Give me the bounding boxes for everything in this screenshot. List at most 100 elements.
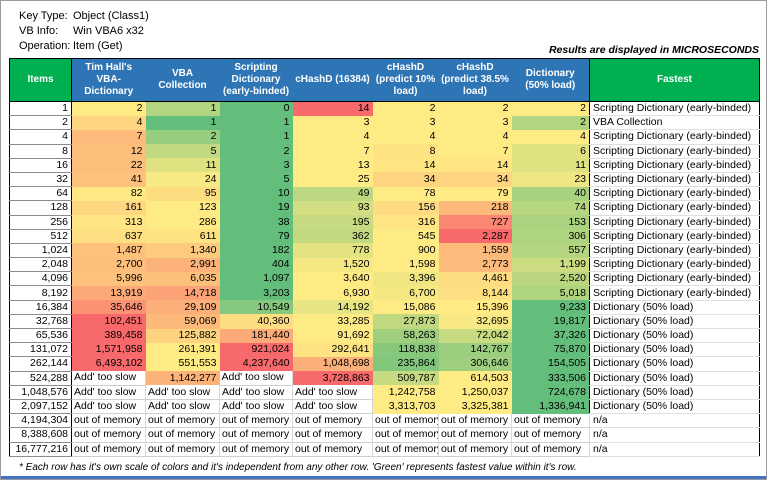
value-cell-dictionary-50-load[interactable]: 9,233 (511, 300, 590, 315)
value-cell-chashd-predict-38-5-load[interactable]: 32,695 (438, 314, 512, 329)
fastest-cell[interactable]: Dictionary (50% load) (589, 399, 760, 415)
value-cell-vba-collection[interactable]: 5 (145, 144, 220, 159)
items-cell[interactable]: 2 (9, 115, 72, 131)
value-cell-scripting-dictionary-early-binded[interactable]: Add' too slow (219, 385, 293, 400)
value-cell-chashd-16384[interactable]: 3,728,863 (292, 371, 373, 386)
value-cell-vba-collection[interactable]: 1,142,277 (145, 371, 220, 386)
value-cell-scripting-dictionary-early-binded[interactable]: 181,440 (219, 328, 293, 343)
value-cell-vba-collection[interactable]: 261,391 (145, 342, 220, 357)
items-cell[interactable]: 512 (9, 229, 72, 244)
value-cell-chashd-predict-10-load[interactable]: out of memory (372, 442, 439, 457)
value-cell-chashd-predict-10-load[interactable]: 545 (372, 229, 439, 244)
value-cell-dictionary-50-load[interactable]: 40 (511, 186, 590, 201)
value-cell-scripting-dictionary-early-binded[interactable]: 10 (219, 186, 293, 201)
fastest-cell[interactable]: VBA Collection (589, 115, 760, 131)
items-cell[interactable]: 256 (9, 215, 72, 230)
value-cell-chashd-predict-38-5-load[interactable]: 2 (438, 101, 512, 116)
value-cell-vba-collection[interactable]: 2 (145, 129, 220, 145)
value-cell-tim-hall-vba-dictionary[interactable]: 5,996 (71, 271, 146, 286)
value-cell-dictionary-50-load[interactable]: 153 (511, 215, 590, 230)
value-cell-vba-collection[interactable]: 1 (145, 101, 220, 116)
value-cell-chashd-predict-10-load[interactable]: 316 (372, 215, 439, 230)
value-cell-dictionary-50-load[interactable]: 6 (511, 144, 590, 159)
value-cell-tim-hall-vba-dictionary[interactable]: 22 (71, 158, 146, 173)
value-cell-chashd-predict-38-5-load[interactable]: out of memory (438, 427, 512, 443)
fastest-cell[interactable]: Scripting Dictionary (early-binded) (589, 285, 760, 301)
value-cell-chashd-predict-38-5-load[interactable]: 1,559 (438, 243, 512, 258)
value-cell-chashd-16384[interactable]: Add' too slow (292, 399, 373, 415)
value-cell-dictionary-50-load[interactable]: 154,505 (511, 356, 590, 372)
value-cell-dictionary-50-load[interactable]: 19,817 (511, 314, 590, 329)
value-cell-scripting-dictionary-early-binded[interactable]: Add' too slow (219, 399, 293, 415)
value-cell-chashd-16384[interactable]: out of memory (292, 413, 373, 429)
items-cell[interactable]: 128 (9, 200, 72, 216)
value-cell-tim-hall-vba-dictionary[interactable]: out of memory (71, 427, 146, 443)
fastest-cell[interactable]: n/a (589, 442, 760, 457)
value-cell-vba-collection[interactable]: out of memory (145, 442, 220, 457)
value-cell-vba-collection[interactable]: 6,035 (145, 271, 220, 286)
value-cell-chashd-16384[interactable]: 3 (292, 115, 373, 130)
value-cell-chashd-predict-38-5-load[interactable]: 2,773 (438, 257, 512, 272)
value-cell-dictionary-50-load[interactable]: 75,870 (511, 342, 590, 357)
items-cell[interactable]: 4,096 (9, 271, 72, 287)
value-cell-dictionary-50-load[interactable]: out of memory (511, 413, 590, 429)
value-cell-vba-collection[interactable]: 95 (145, 186, 220, 201)
fastest-cell[interactable]: Dictionary (50% load) (589, 314, 760, 330)
value-cell-scripting-dictionary-early-binded[interactable]: Add' too slow (219, 371, 293, 386)
value-cell-tim-hall-vba-dictionary[interactable]: 13,919 (71, 285, 146, 301)
value-cell-chashd-predict-10-load[interactable]: 156 (372, 200, 439, 215)
value-cell-tim-hall-vba-dictionary[interactable]: Add' too slow (71, 385, 146, 400)
value-cell-vba-collection[interactable]: 11 (145, 158, 220, 173)
value-cell-chashd-predict-38-5-load[interactable]: 1,250,037 (438, 385, 512, 400)
value-cell-scripting-dictionary-early-binded[interactable]: 5 (219, 172, 293, 187)
fastest-cell[interactable]: Scripting Dictionary (early-binded) (589, 158, 760, 173)
value-cell-chashd-predict-38-5-load[interactable]: 14 (438, 158, 512, 173)
value-cell-chashd-predict-38-5-load[interactable]: 614,503 (438, 371, 512, 386)
value-cell-chashd-predict-10-load[interactable]: 58,263 (372, 328, 439, 343)
fastest-cell[interactable]: Dictionary (50% load) (589, 371, 760, 386)
value-cell-chashd-16384[interactable]: 14,192 (292, 300, 373, 315)
value-cell-scripting-dictionary-early-binded[interactable]: out of memory (219, 413, 293, 429)
value-cell-vba-collection[interactable]: Add' too slow (145, 385, 220, 400)
value-cell-dictionary-50-load[interactable]: 1,336,941 (511, 399, 590, 414)
value-cell-chashd-16384[interactable]: 33,285 (292, 314, 373, 329)
items-cell[interactable]: 32,768 (9, 314, 72, 330)
value-cell-tim-hall-vba-dictionary[interactable]: Add' too slow (71, 371, 146, 386)
value-cell-vba-collection[interactable]: 29,109 (145, 300, 220, 315)
value-cell-chashd-predict-38-5-load[interactable]: 8,144 (438, 285, 512, 301)
value-cell-vba-collection[interactable]: 551,553 (145, 356, 220, 372)
value-cell-vba-collection[interactable]: 59,069 (145, 314, 220, 329)
fastest-cell[interactable]: Scripting Dictionary (early-binded) (589, 257, 760, 273)
value-cell-chashd-predict-38-5-load[interactable]: 4 (438, 129, 512, 145)
value-cell-dictionary-50-load[interactable]: out of memory (511, 427, 590, 443)
value-cell-vba-collection[interactable]: 2,991 (145, 257, 220, 272)
fastest-cell[interactable]: Scripting Dictionary (early-binded) (589, 229, 760, 244)
value-cell-chashd-predict-10-load[interactable]: 118,838 (372, 342, 439, 357)
items-cell[interactable]: 1,024 (9, 243, 72, 259)
value-cell-chashd-predict-38-5-load[interactable]: 7 (438, 144, 512, 159)
column-header-items[interactable]: Items (9, 58, 72, 102)
value-cell-tim-hall-vba-dictionary[interactable]: 35,646 (71, 300, 146, 315)
value-cell-chashd-16384[interactable]: Add' too slow (292, 385, 373, 400)
value-cell-chashd-16384[interactable]: 93 (292, 200, 373, 215)
value-cell-chashd-predict-38-5-load[interactable]: 15,396 (438, 300, 512, 315)
items-cell[interactable]: 1,048,576 (9, 385, 72, 400)
value-cell-dictionary-50-load[interactable]: 1,199 (511, 257, 590, 272)
value-cell-chashd-16384[interactable]: 362 (292, 229, 373, 244)
value-cell-chashd-predict-10-load[interactable]: out of memory (372, 427, 439, 443)
value-cell-chashd-predict-38-5-load[interactable]: out of memory (438, 413, 512, 429)
fastest-cell[interactable]: Dictionary (50% load) (589, 342, 760, 358)
value-cell-chashd-predict-10-load[interactable]: 3,396 (372, 271, 439, 286)
column-header-chashd-16384[interactable]: cHashD (16384) (292, 58, 373, 102)
column-header-dictionary-50-load[interactable]: Dictionary (50% load) (511, 58, 590, 102)
column-header-tim-hall-vba-dictionary[interactable]: Tim Hall's VBA-Dictionary (71, 58, 146, 102)
value-cell-tim-hall-vba-dictionary[interactable]: 6,493,102 (71, 356, 146, 372)
value-cell-chashd-predict-38-5-load[interactable]: out of memory (438, 442, 512, 457)
value-cell-scripting-dictionary-early-binded[interactable]: out of memory (219, 442, 293, 457)
value-cell-scripting-dictionary-early-binded[interactable]: 1,097 (219, 271, 293, 286)
value-cell-tim-hall-vba-dictionary[interactable]: 41 (71, 172, 146, 187)
items-cell[interactable]: 131,072 (9, 342, 72, 358)
value-cell-scripting-dictionary-early-binded[interactable]: 10,549 (219, 300, 293, 315)
column-header-chashd-predict-38-5-load[interactable]: cHashD (predict 38.5% load) (438, 58, 512, 102)
value-cell-chashd-16384[interactable]: 14 (292, 101, 373, 116)
